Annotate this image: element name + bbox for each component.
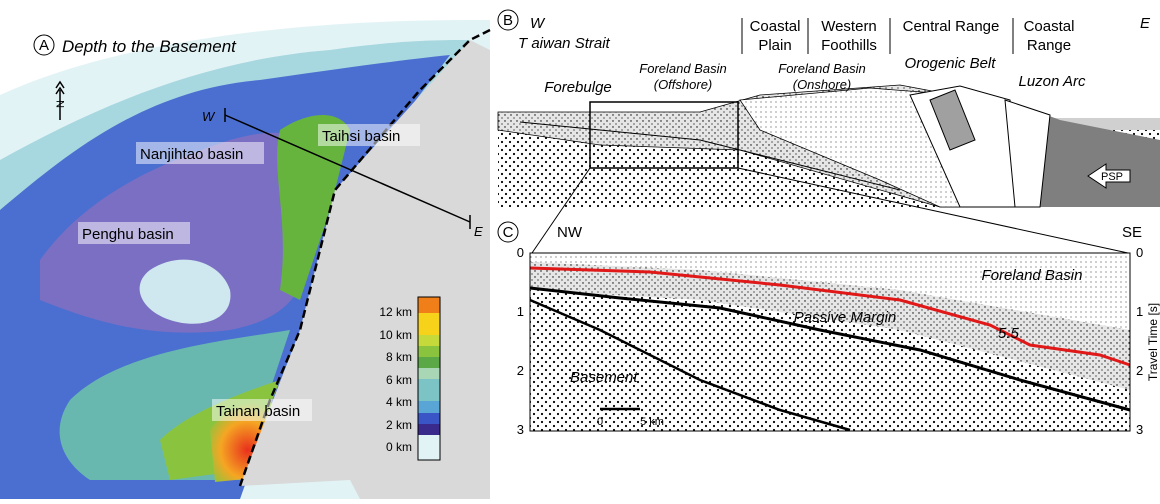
panel-title: Depth to the Basement xyxy=(62,37,237,56)
colorbar xyxy=(418,297,440,460)
unit-label: Basement xyxy=(570,369,638,386)
profile-end-label: W xyxy=(202,109,216,124)
province: Western xyxy=(821,18,877,35)
basin-label: Penghu basin xyxy=(82,226,174,243)
scale-label: 0 xyxy=(597,416,603,428)
unit-label: Forebulge xyxy=(544,79,612,96)
legend-label: 0 km xyxy=(386,440,412,454)
unit-label: Passive Margin xyxy=(794,309,897,326)
unit-label: 5.5 xyxy=(998,325,1020,342)
y-tick-label: 1 xyxy=(517,304,524,319)
axis-title: Travel Time [s] xyxy=(1146,303,1160,381)
legend-label: 2 km xyxy=(386,418,412,432)
province: Central Range xyxy=(903,18,1000,35)
legend-label: 6 km xyxy=(386,373,412,387)
y-tick-label: 1 xyxy=(1136,304,1143,319)
y-tick-label: 3 xyxy=(1136,422,1143,437)
direction: E xyxy=(1140,15,1151,32)
north-label: N xyxy=(55,100,67,108)
panel-letter: C xyxy=(503,224,514,241)
province: Plain xyxy=(758,37,791,54)
basin-label: Taihsi basin xyxy=(322,128,400,145)
y-tick-label: 0 xyxy=(1136,245,1143,260)
figure: A Depth to the Basement N W E Taihsi bas… xyxy=(0,0,1160,499)
direction: SE xyxy=(1122,224,1142,241)
scale-label: 5 km xyxy=(640,416,664,428)
y-tick-label: 3 xyxy=(517,422,524,437)
unit-label: (Onshore) xyxy=(793,77,852,92)
direction: NW xyxy=(557,224,583,241)
unit-label: Foreland Basin xyxy=(982,267,1083,284)
map-panel: A Depth to the Basement N W E Taihsi bas… xyxy=(0,20,490,499)
basin-label: Tainan basin xyxy=(216,403,300,420)
profile-end-label: E xyxy=(474,224,483,239)
basin-label: Nanjihtao basin xyxy=(140,146,243,163)
province: Foothills xyxy=(821,37,877,54)
panel-letter: B xyxy=(503,12,513,29)
unit-label: Luzon Arc xyxy=(1019,73,1086,90)
unit-label: Orogenic Belt xyxy=(905,55,997,72)
legend-label: 10 km xyxy=(379,328,412,342)
province: Coastal xyxy=(750,18,801,35)
province: Range xyxy=(1027,37,1071,54)
legend-label: 12 km xyxy=(379,305,412,319)
unit-label: Foreland Basin xyxy=(639,61,726,76)
seismic-panel: 0 5 km C NW SE 0 1 2 3 0 1 2 3 Travel Ti… xyxy=(498,222,1160,437)
panel-letter: A xyxy=(39,37,49,54)
province: Coastal xyxy=(1024,18,1075,35)
y-tick-label: 2 xyxy=(1136,363,1143,378)
legend-label: 4 km xyxy=(386,395,412,409)
y-tick-label: 0 xyxy=(517,245,524,260)
legend-label: 8 km xyxy=(386,350,412,364)
direction: W xyxy=(530,15,546,32)
section-panel: PSP B W E T aiwan Strait Coastal Plain W… xyxy=(498,10,1160,253)
y-tick-label: 2 xyxy=(517,363,524,378)
unit-label: Foreland Basin xyxy=(778,61,865,76)
psp-label: PSP xyxy=(1101,171,1123,183)
strait-label: T aiwan Strait xyxy=(518,35,611,52)
unit-label: (Offshore) xyxy=(654,77,713,92)
